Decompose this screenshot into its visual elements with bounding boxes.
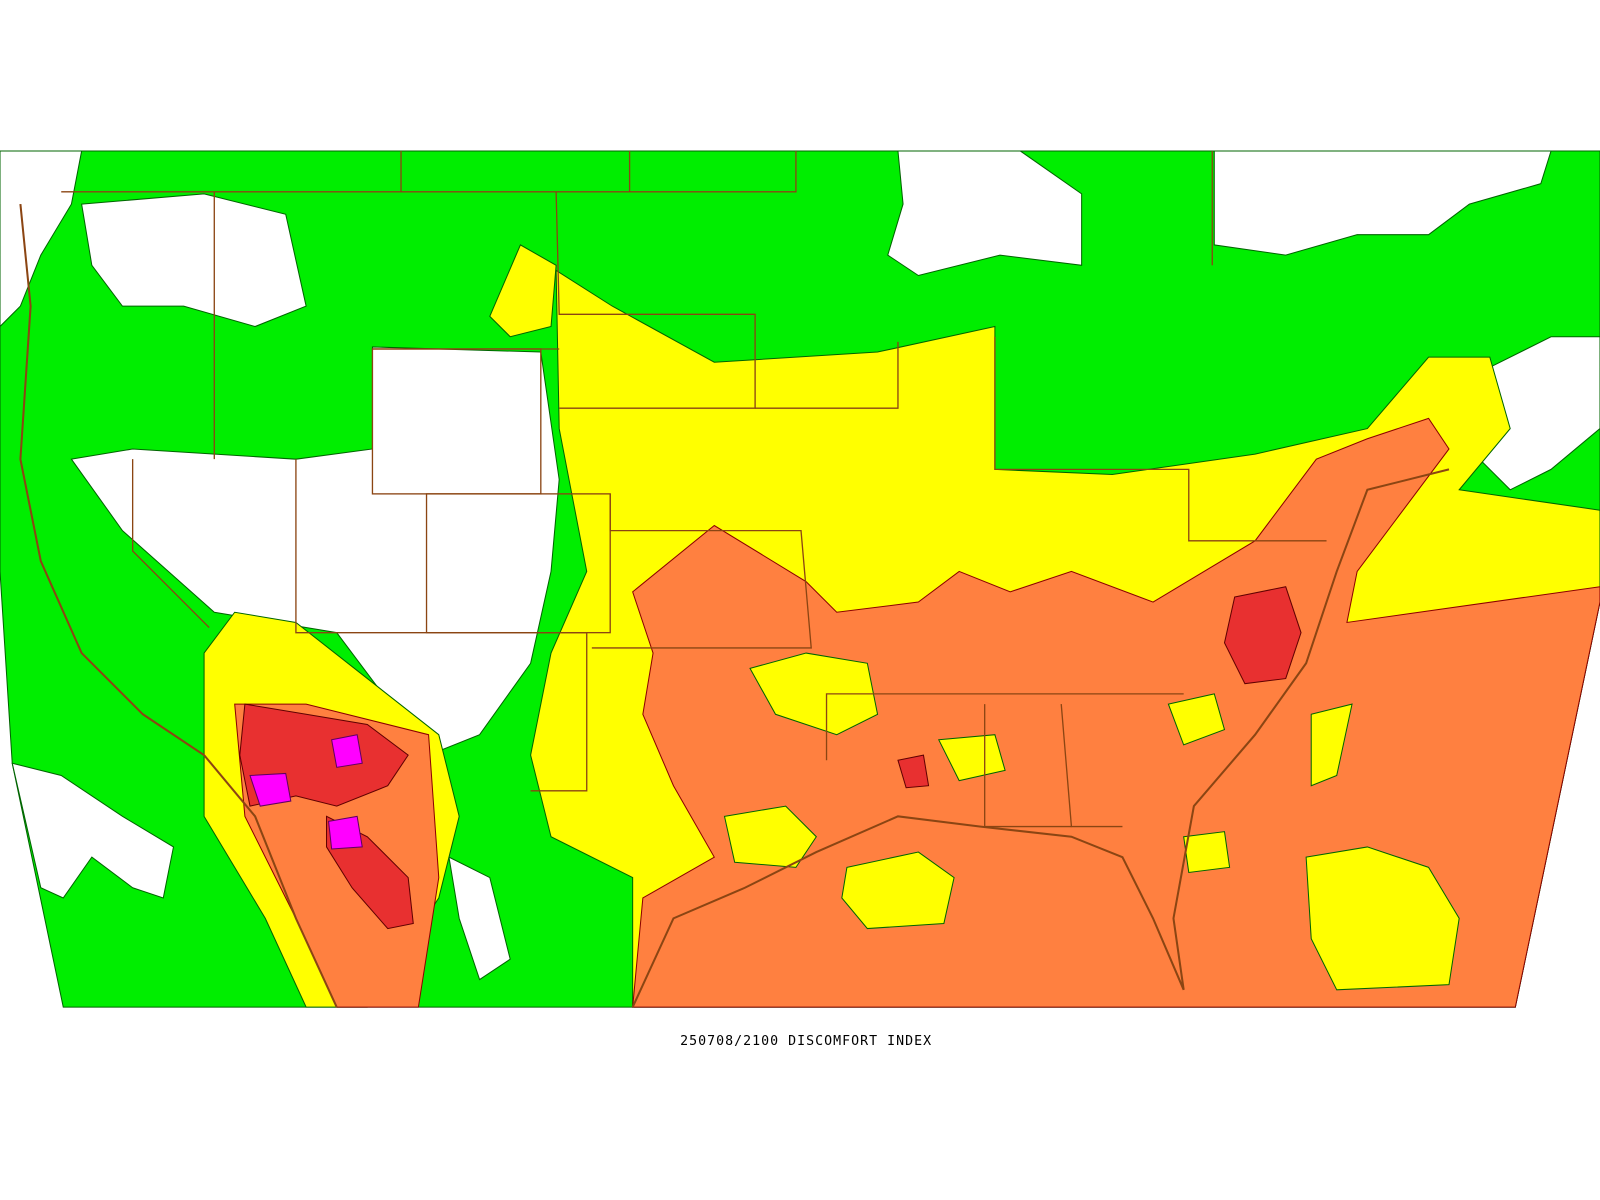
zone-magenta: [249, 734, 363, 850]
zone-yellow-blob: [723, 652, 1460, 991]
map-caption: 250708/2100 DISCOMFORT INDEX: [680, 1034, 932, 1049]
map-field: [0, 150, 1600, 1008]
state-borders: [61, 151, 1327, 828]
zone-white: [0, 150, 1600, 981]
coastline: [631, 468, 1450, 1008]
coastline: [19, 203, 338, 1008]
zone-yellow: [489, 244, 557, 338]
